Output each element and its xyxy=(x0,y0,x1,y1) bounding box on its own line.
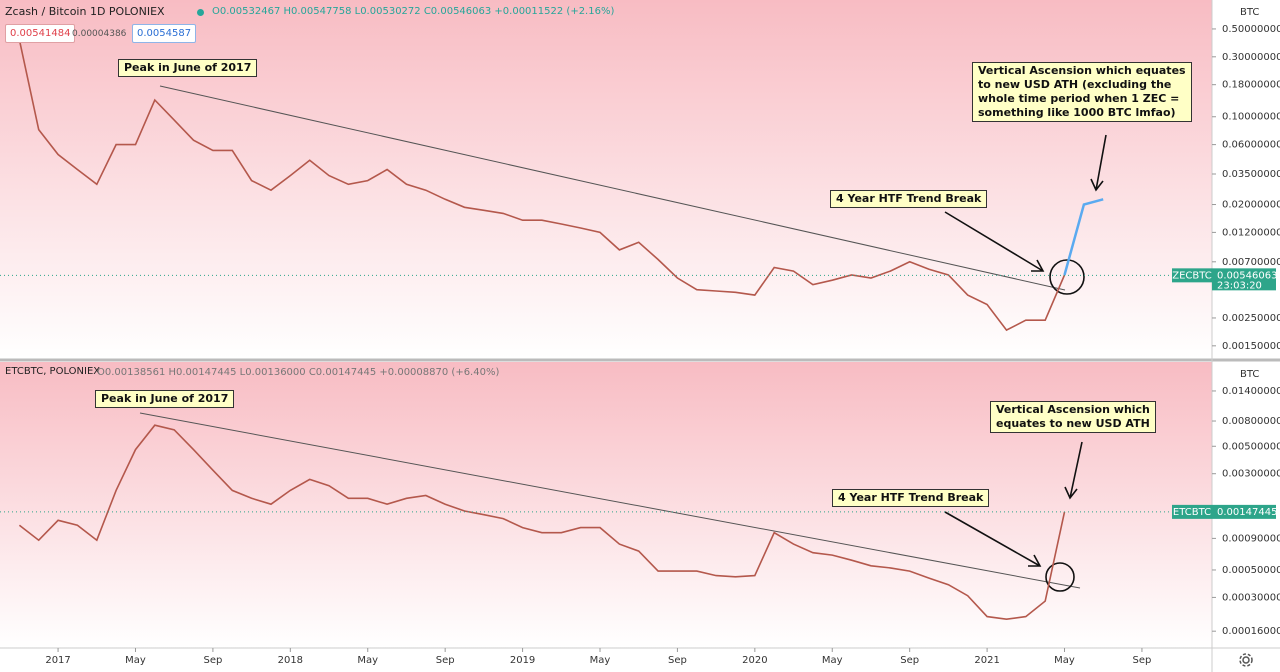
y-tick-label: 0.30000000 xyxy=(1222,52,1280,63)
ohlc-values: O0.00532467 H0.00547758 L0.00530272 C0.0… xyxy=(212,6,615,17)
annotation-text: 4 Year HTF Trend Break xyxy=(838,491,984,504)
y-tick-label: 0.02000000 xyxy=(1222,200,1280,211)
settings-icon[interactable] xyxy=(1239,653,1253,667)
price-tag xyxy=(1172,504,1212,519)
price-tag xyxy=(1212,268,1276,291)
symbol-title: Zcash / Bitcoin 1D POLONIEX xyxy=(5,5,165,18)
y-tick-label: 0.00090000 xyxy=(1222,533,1280,544)
ask-price[interactable]: 0.0054587 xyxy=(132,24,197,43)
y-tick-label: 0.00800000 xyxy=(1222,416,1280,427)
annotation-text: Vertical Ascension which equates xyxy=(978,64,1186,77)
ohlc-values: O0.00138561 H0.00147445 L0.00136000 C0.0… xyxy=(97,367,500,378)
x-tick-label: 2019 xyxy=(510,655,535,666)
annotation-text: whole time period when 1 ZEC = xyxy=(978,92,1180,105)
y-tick-label: 0.00500000 xyxy=(1222,441,1280,452)
y-tick-label: 0.18000000 xyxy=(1222,80,1280,91)
trend-line xyxy=(139,412,1081,589)
y-tick-label: 0.00016000 xyxy=(1222,626,1280,637)
y-tick-label: 0.00150000 xyxy=(1222,341,1280,352)
annotation-text: equates to new USD ATH xyxy=(996,417,1150,430)
annotation-text: 4 Year HTF Trend Break xyxy=(836,192,982,205)
y-tick-label: 0.01200000 xyxy=(1222,227,1280,238)
x-tick-label: Sep xyxy=(668,655,687,666)
highlight-circle xyxy=(1045,562,1075,592)
x-tick-label: Sep xyxy=(436,655,455,666)
price-tag-symbol: ETCBTC xyxy=(1173,507,1211,518)
axis-unit: BTC xyxy=(1240,369,1259,380)
annotation-text: Vertical Ascension which xyxy=(996,403,1150,416)
x-tick-label: May xyxy=(125,655,146,666)
axis-unit: BTC xyxy=(1240,7,1259,18)
y-tick-label: 0.50000000 xyxy=(1222,24,1280,35)
annotation-box: Peak in June of 2017 xyxy=(95,390,235,408)
annotation-box: Peak in June of 2017 xyxy=(118,59,258,77)
x-tick-label: May xyxy=(357,655,378,666)
x-tick-label: Sep xyxy=(900,655,919,666)
status-dot xyxy=(197,9,204,16)
y-tick-label: 0.00700000 xyxy=(1222,257,1280,268)
spread: 0.00004386 xyxy=(72,29,127,39)
price-line xyxy=(18,424,1066,621)
pane-background xyxy=(0,0,1212,358)
x-tick-label: 2018 xyxy=(278,655,303,666)
x-tick-label: May xyxy=(590,655,611,666)
annotation-text: to new USD ATH (excluding the xyxy=(978,78,1172,91)
x-tick-label: Sep xyxy=(1133,655,1152,666)
x-tick-label: 2021 xyxy=(974,655,999,666)
x-tick-label: 2020 xyxy=(742,655,767,666)
price-tag-symbol: ZECBTC xyxy=(1172,270,1212,281)
x-tick-label: May xyxy=(822,655,843,666)
y-tick-label: 0.03500000 xyxy=(1222,169,1280,180)
annotation-text: Peak in June of 2017 xyxy=(124,61,252,74)
y-tick-label: 0.10000000 xyxy=(1222,112,1280,123)
x-tick-label: Sep xyxy=(203,655,222,666)
trend-line xyxy=(159,85,1066,291)
y-tick-label: 0.01400000 xyxy=(1222,386,1280,397)
annotation-text: Peak in June of 2017 xyxy=(101,392,229,405)
price-tag xyxy=(1212,504,1276,519)
arrow xyxy=(944,211,1045,272)
y-tick-label: 0.00050000 xyxy=(1222,565,1280,576)
drawings xyxy=(944,134,1107,592)
arrow xyxy=(1090,134,1107,192)
price-tag-value: 0.00147445 xyxy=(1217,507,1277,518)
price-tag-value: 0.00546063 xyxy=(1217,270,1277,281)
symbol-title: ETCBTC, POLONIEX xyxy=(5,366,101,377)
y-tick-label: 0.00300000 xyxy=(1222,469,1280,480)
annotation-box: Vertical Ascension which equates to new U… xyxy=(990,401,1156,433)
y-tick-label: 0.00250000 xyxy=(1222,313,1280,324)
bid-price[interactable]: 0.00541484 xyxy=(5,24,76,43)
arrow xyxy=(944,511,1042,567)
annotation-text: something like 1000 BTC lmfao) xyxy=(978,106,1176,119)
annotation-box: Vertical Ascension which equates to new U… xyxy=(972,62,1192,122)
annotation-box: 4 Year HTF Trend Break xyxy=(830,190,988,208)
highlight-circle xyxy=(1049,259,1085,295)
price-tag-countdown: 23:03:20 xyxy=(1217,280,1262,291)
projection-line xyxy=(1063,198,1104,276)
y-tick-label: 0.00030000 xyxy=(1222,592,1280,603)
price-tag xyxy=(1172,268,1212,283)
y-tick-label: 0.06000000 xyxy=(1222,140,1280,151)
price-line xyxy=(18,39,1066,332)
annotation-box: 4 Year HTF Trend Break xyxy=(832,489,990,507)
x-tick-label: May xyxy=(1054,655,1075,666)
x-tick-label: 2017 xyxy=(45,655,70,666)
arrow xyxy=(1064,441,1083,500)
